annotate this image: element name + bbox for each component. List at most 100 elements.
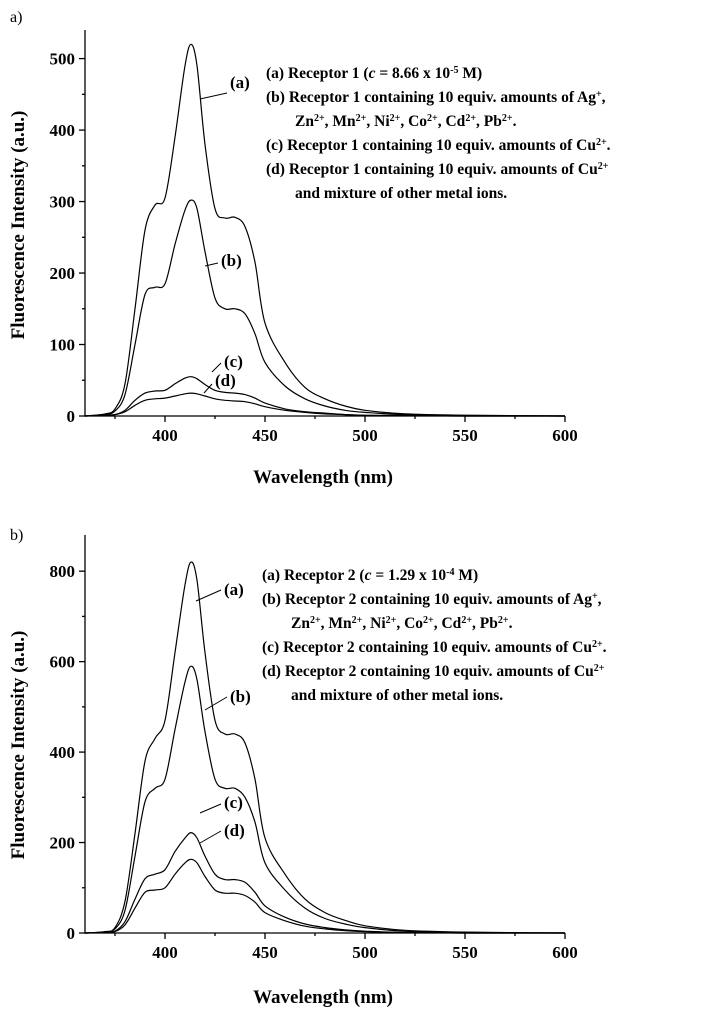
legend-text-run: 2+ <box>314 113 325 124</box>
leader-line-c <box>211 362 222 373</box>
legend: (a) Receptor 2 (c = 1.29 x 10-4 M) (b) Re… <box>262 567 607 705</box>
legend-text-run: 2+ <box>356 113 367 124</box>
series-line-d <box>84 392 566 417</box>
legend-entry: (d) Receptor 1 containing 10 equiv. amou… <box>266 161 609 179</box>
legend-text-run: 2+ <box>598 161 609 172</box>
x-tick-label: 450 <box>252 943 278 962</box>
axis-frame <box>84 30 565 417</box>
legend-text-run: 2+ <box>502 113 513 124</box>
series-line-c <box>84 831 566 934</box>
legend-text-run: (b) Receptor 1 containing 10 equiv. amou… <box>266 89 596 106</box>
legend-text-run: 2+ <box>390 113 401 124</box>
legend-text-run: . <box>607 137 611 154</box>
legend-text-run: 2+ <box>352 615 363 626</box>
x-tick-label: 550 <box>452 426 478 445</box>
y-tick-label: 500 <box>50 50 76 69</box>
leader-line-a <box>199 92 228 100</box>
series-line-b <box>84 665 566 934</box>
legend-text-run: 2+ <box>498 615 509 626</box>
y-tick-label: 300 <box>50 193 76 212</box>
legend-entry: (b) Receptor 1 containing 10 equiv. amou… <box>266 89 606 107</box>
legend-text-run: (d) Receptor 2 containing 10 equiv. amou… <box>262 663 594 680</box>
legend-text-run: + <box>596 89 602 100</box>
legend-text-run: . <box>513 113 517 130</box>
y-tick-label: 0 <box>67 407 76 426</box>
leader-line-a <box>195 589 222 602</box>
leader-line-d <box>203 383 213 394</box>
y-tick-label: 400 <box>50 121 76 140</box>
legend-text-run: , Co <box>396 615 423 632</box>
legend-text-run: . <box>603 639 607 656</box>
y-tick-label: 400 <box>50 743 76 762</box>
legend-text-run: (c) Receptor 1 containing 10 equiv. amou… <box>266 137 596 154</box>
legend-text-run: Zn <box>295 113 314 130</box>
legend-text-run: , Pb <box>472 615 498 632</box>
chart-panel-b: b) 0 200 400 600 800 400 450 500 550 600 Wavelength… <box>8 527 607 1008</box>
leader-line-d <box>199 830 222 844</box>
legend-text-run: 2+ <box>592 639 603 650</box>
legend-entry: Zn2+, Mn2+, Ni2+, Co2+, Cd2+, Pb2+. <box>295 113 517 131</box>
legend-entry: Zn2+, Mn2+, Ni2+, Co2+, Cd2+, Pb2+. <box>291 615 513 633</box>
legend-text-run: , Ni <box>366 113 390 130</box>
x-axis-title: Wavelength (nm) <box>253 467 393 488</box>
legend-text-run: c <box>365 567 372 584</box>
legend-text-run: + <box>592 591 598 602</box>
legend-text-run: , Co <box>400 113 427 130</box>
y-tick-label: 800 <box>50 562 76 581</box>
legend-text-run: and mixture of other metal ions. <box>291 687 503 704</box>
legend-text-run: and mixture of other metal ions. <box>295 185 507 202</box>
series-label-d: (d) <box>215 371 236 390</box>
series-line-c <box>84 376 566 417</box>
series-line-a <box>84 561 566 934</box>
legend-text-run: 2+ <box>423 615 434 626</box>
y-tick-label: 200 <box>50 264 76 283</box>
legend-text-run: , <box>602 89 606 106</box>
x-axis-title: Wavelength (nm) <box>253 987 393 1008</box>
legend-text-run: , Pb <box>476 113 502 130</box>
legend-text-run: , Mn <box>321 615 352 632</box>
legend-entry: (a) Receptor 1 (c = 8.66 x 10-5 M) <box>266 65 482 83</box>
series-label-b: (b) <box>230 687 251 706</box>
y-tick-label: 600 <box>50 653 76 672</box>
x-tick-label: 400 <box>152 943 178 962</box>
series-label-c: (c) <box>224 352 243 371</box>
x-tick-label: 550 <box>452 943 478 962</box>
legend-text-run: = 1.29 x 10 <box>371 567 446 584</box>
y-tick-label: 200 <box>50 834 76 853</box>
legend-entry: (d) Receptor 2 containing 10 equiv. amou… <box>262 663 605 681</box>
x-tick-label: 500 <box>352 943 378 962</box>
legend-text-run: 2+ <box>427 113 438 124</box>
y-tick-label: 0 <box>67 924 76 943</box>
legend-text-run: M) <box>455 567 479 584</box>
series-line-b <box>84 199 566 417</box>
x-tick-label: 450 <box>252 426 278 445</box>
panel-label: b) <box>10 527 23 544</box>
legend-text-run: 2+ <box>461 615 472 626</box>
series-label-c: (c) <box>224 793 243 812</box>
series-label-b: (b) <box>221 251 242 270</box>
legend-text-run: (a) Receptor 2 ( <box>262 567 365 584</box>
legend-text-run: -4 <box>446 567 454 578</box>
legend-text-run: -5 <box>450 65 458 76</box>
legend-entry: (b) Receptor 2 containing 10 equiv. amou… <box>262 591 602 609</box>
legend-text-run: = 8.66 x 10 <box>375 65 450 82</box>
x-tick-label: 400 <box>152 426 178 445</box>
legend-entry: and mixture of other metal ions. <box>295 185 507 202</box>
legend-entry: (a) Receptor 2 (c = 1.29 x 10-4 M) <box>262 567 478 585</box>
chart-panel-a: a) 0 100 200 300 400 500 400 450 500 550 600 Wavelen… <box>8 9 611 488</box>
x-tick-label: 600 <box>552 943 578 962</box>
legend-text-run: , Mn <box>325 113 356 130</box>
series-label-d: (d) <box>224 821 245 840</box>
legend-entry: and mixture of other metal ions. <box>291 687 503 704</box>
series-line-a <box>84 43 566 417</box>
x-tick-label: 500 <box>352 426 378 445</box>
leader-line-b <box>204 262 219 267</box>
legend-text-run: 2+ <box>310 615 321 626</box>
legend-text-run: , Cd <box>434 615 462 632</box>
legend-text-run: (d) Receptor 1 containing 10 equiv. amou… <box>266 161 598 178</box>
legend-text-run: (a) Receptor 1 ( <box>266 65 369 82</box>
legend-entry: (c) Receptor 2 containing 10 equiv. amou… <box>262 639 607 657</box>
legend-text-run: M) <box>459 65 483 82</box>
legend-text-run: 2+ <box>386 615 397 626</box>
